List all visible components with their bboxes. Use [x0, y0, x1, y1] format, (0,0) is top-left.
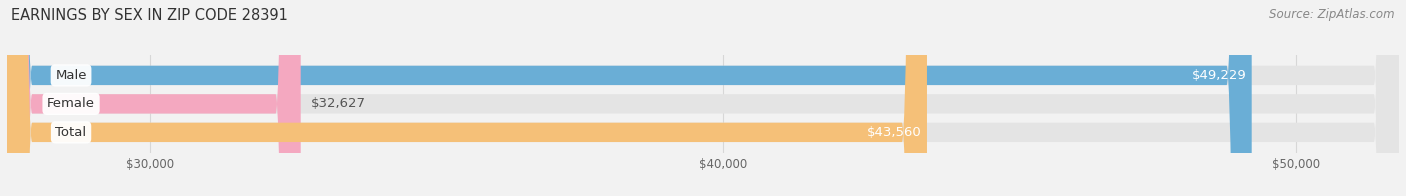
- Text: $49,229: $49,229: [1191, 69, 1246, 82]
- Text: Source: ZipAtlas.com: Source: ZipAtlas.com: [1270, 8, 1395, 21]
- FancyBboxPatch shape: [7, 0, 1399, 196]
- Text: EARNINGS BY SEX IN ZIP CODE 28391: EARNINGS BY SEX IN ZIP CODE 28391: [11, 8, 288, 23]
- Text: Total: Total: [55, 126, 87, 139]
- FancyBboxPatch shape: [7, 0, 301, 196]
- Text: Male: Male: [55, 69, 87, 82]
- FancyBboxPatch shape: [7, 0, 1251, 196]
- FancyBboxPatch shape: [7, 0, 1399, 196]
- Text: Female: Female: [46, 97, 96, 110]
- Text: $43,560: $43,560: [866, 126, 921, 139]
- FancyBboxPatch shape: [7, 0, 1399, 196]
- FancyBboxPatch shape: [7, 0, 927, 196]
- Text: $32,627: $32,627: [311, 97, 366, 110]
